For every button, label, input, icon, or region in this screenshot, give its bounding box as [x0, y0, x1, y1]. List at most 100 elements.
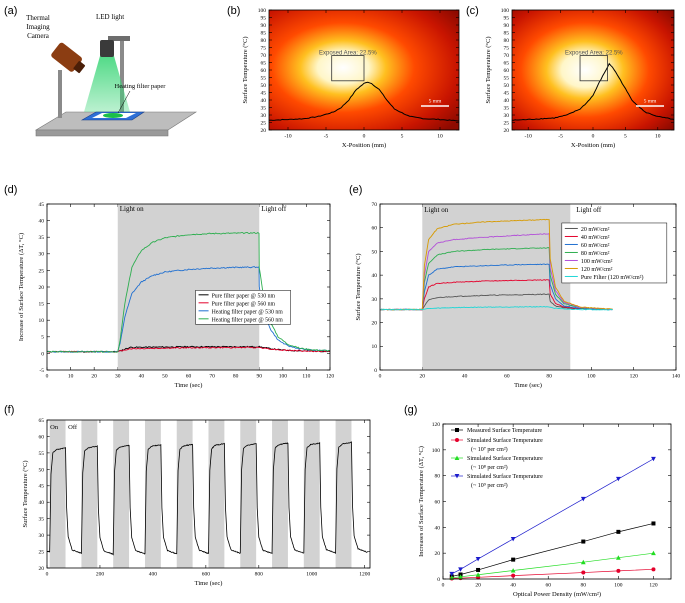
series-line-6	[379, 305, 613, 311]
x-tick-label: 0	[379, 374, 382, 380]
y-tick-label: 30	[261, 113, 267, 119]
marker-1-4	[581, 570, 586, 575]
y-tick-label: 60	[372, 226, 378, 232]
y-tick-label: 20	[372, 320, 378, 326]
x-tick-label: 100	[587, 374, 596, 380]
y-tick-label: 0	[437, 577, 440, 583]
x-tick-label: 50	[162, 374, 168, 380]
legend-label-3: 80 mW/cm²	[581, 251, 610, 257]
exposed-area-label: Exposed Area: 22.5%	[319, 51, 377, 57]
y-tick-label: 80	[504, 38, 510, 44]
y-tick-label: 55	[261, 75, 267, 81]
legend-marker-1	[455, 438, 459, 442]
x-tick-label: 0	[46, 572, 49, 578]
x-tick-label: 120	[326, 374, 335, 380]
y-tick-label: 20	[39, 285, 45, 291]
y-tick-label: 50	[261, 83, 267, 89]
y-tick-label: 55	[39, 451, 45, 457]
y-tick-label: 100	[432, 448, 441, 454]
x-axis-label: X-Position (mm)	[342, 142, 386, 149]
x-tick-label: 1000	[306, 572, 317, 578]
legend-label-3: Heating filter paper @ 560 nm	[212, 316, 284, 323]
exposed-area-box	[579, 55, 608, 82]
on-period-3	[144, 420, 161, 568]
charts-layer: -10 -5 0 5 102025303540455055606570758085909…	[18, 8, 680, 598]
legend-box	[195, 290, 291, 325]
marker-3-6	[651, 456, 656, 462]
series-line-3	[46, 231, 331, 353]
x-tick-label: 90	[257, 374, 263, 380]
y-tick-label: 20	[504, 128, 510, 134]
marker-2-2	[475, 572, 481, 577]
y-tick-label: 30	[39, 252, 45, 258]
x-axis-label: Time (sec)	[175, 382, 203, 389]
marker-0-6	[651, 521, 656, 526]
y-tick-label: 0	[374, 368, 377, 374]
base-plate-side	[35, 129, 169, 137]
cycle-line	[46, 441, 368, 556]
legend-label-1: Simulated Surface Temperature	[467, 437, 543, 444]
x-tick-label: 40	[462, 374, 468, 380]
x-tick-label: 60	[504, 374, 510, 380]
y-tick-label: 40	[435, 525, 441, 531]
y-tick-label: 50	[372, 249, 378, 255]
y-tick-label: 85	[504, 30, 510, 36]
y-tick-label: 45	[261, 90, 267, 96]
panel-label-f: (f)	[4, 404, 14, 416]
marker-2-4	[580, 559, 586, 565]
x-tick-label: 110	[302, 374, 310, 380]
y-tick-label: 70	[261, 53, 267, 59]
y-tick-label: 40	[261, 98, 267, 104]
light-on-label: Light on	[424, 206, 448, 214]
plot-frame	[511, 9, 675, 131]
y-axis-label: Surface Temperature (°C)	[485, 37, 492, 104]
x-tick-label: 0	[363, 134, 366, 140]
y-tick-label: 95	[504, 15, 510, 21]
x-tick-label: 20	[475, 583, 481, 589]
x-tick-label: 80	[581, 583, 587, 589]
y-tick-label: 10	[372, 344, 378, 350]
scale-bar-label: 5 mm	[429, 98, 442, 104]
y-tick-label: 35	[39, 235, 45, 241]
series-line-2	[46, 266, 331, 353]
y-tick-label: 120	[432, 422, 441, 428]
x-tick-label: -10	[525, 134, 533, 140]
legend-sub-2: (~ 10⁸ per cm²)	[471, 464, 508, 471]
marker-1-5	[616, 568, 621, 573]
y-tick-label: 25	[39, 268, 45, 274]
x-tick-label: 10	[68, 374, 74, 380]
legend-label-3: Simulated Surface Temperature	[467, 473, 543, 480]
x-tick-label: 600	[202, 572, 211, 578]
legend-marker-3	[454, 474, 460, 479]
y-tick-label: 10	[39, 318, 45, 324]
x-tick-label: 40	[139, 374, 145, 380]
light-off-label: Light off	[261, 205, 287, 213]
x-tick-label: 100	[614, 583, 623, 589]
camera-label-3: Camera	[27, 32, 50, 40]
led-light	[100, 40, 114, 57]
thermal-image-c	[512, 10, 674, 130]
x-tick-label: 0	[442, 583, 445, 589]
paper-label-pointer	[117, 90, 131, 114]
legend-label-0: Pure filter paper @ 530 nm	[212, 292, 276, 299]
panel-label-g: (g)	[404, 404, 417, 416]
y-tick-label: 75	[504, 45, 510, 51]
marker-3-1	[458, 567, 463, 572]
x-tick-label: 60	[186, 374, 192, 380]
y-axis-label: Surface Temperature (°C)	[242, 37, 249, 104]
on-period-6	[240, 420, 257, 568]
green-light-beam	[84, 56, 130, 112]
legend-label-6: Pure Filter (120 mW/cm²)	[581, 274, 644, 281]
x-tick-label: 10	[655, 134, 661, 140]
y-tick-label: 55	[504, 75, 510, 81]
on-period-9	[335, 420, 352, 568]
legend-label-4: 100 mW/cm²	[581, 259, 613, 265]
y-tick-label: 100	[501, 8, 510, 14]
marker-1-3	[511, 573, 516, 578]
y-tick-label: 75	[261, 45, 267, 51]
x-tick-label: 200	[96, 572, 105, 578]
y-tick-label: 40	[39, 500, 45, 506]
panel-label-a: (a)	[4, 5, 17, 17]
plot-frame	[268, 9, 460, 131]
stand-arm	[108, 36, 130, 41]
